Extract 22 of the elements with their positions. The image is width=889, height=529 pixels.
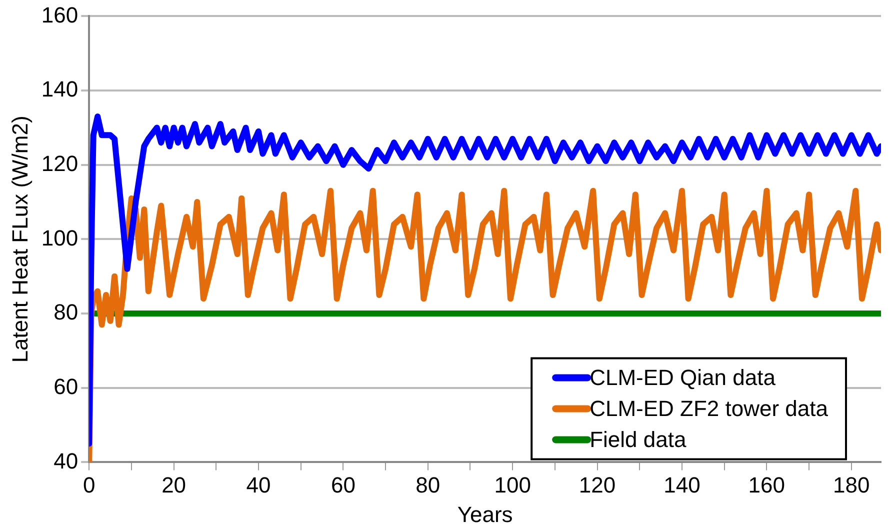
y-tick-label: 120 xyxy=(41,150,78,176)
y-tick-label: 160 xyxy=(41,2,78,28)
y-axis-title: Latent Heat FLux (W/m2) xyxy=(7,116,32,363)
x-tick-label: 0 xyxy=(82,472,96,498)
y-tick-label: 40 xyxy=(54,448,78,474)
legend-label: CLM-ED Qian data xyxy=(590,364,776,390)
y-tick-label: 60 xyxy=(54,374,78,399)
x-tick-label: 20 xyxy=(162,472,186,498)
x-tick-label: 80 xyxy=(416,472,440,498)
x-tick-label: 160 xyxy=(748,472,786,498)
x-tick-label: 100 xyxy=(494,472,531,498)
x-tick-label: 40 xyxy=(246,472,271,498)
x-tick-label: 140 xyxy=(664,472,700,498)
x-tick-label: 120 xyxy=(578,472,616,498)
y-tick-label: 100 xyxy=(41,225,78,250)
y-tick-label: 80 xyxy=(54,300,78,325)
x-axis-title: Years xyxy=(457,502,513,527)
legend-label: CLM-ED ZF2 tower data xyxy=(590,396,829,421)
legend-label: Field data xyxy=(590,426,687,452)
y-tick-label: 140 xyxy=(41,76,78,102)
x-tick-label: 60 xyxy=(330,472,356,498)
x-tick-label: 180 xyxy=(833,472,870,498)
